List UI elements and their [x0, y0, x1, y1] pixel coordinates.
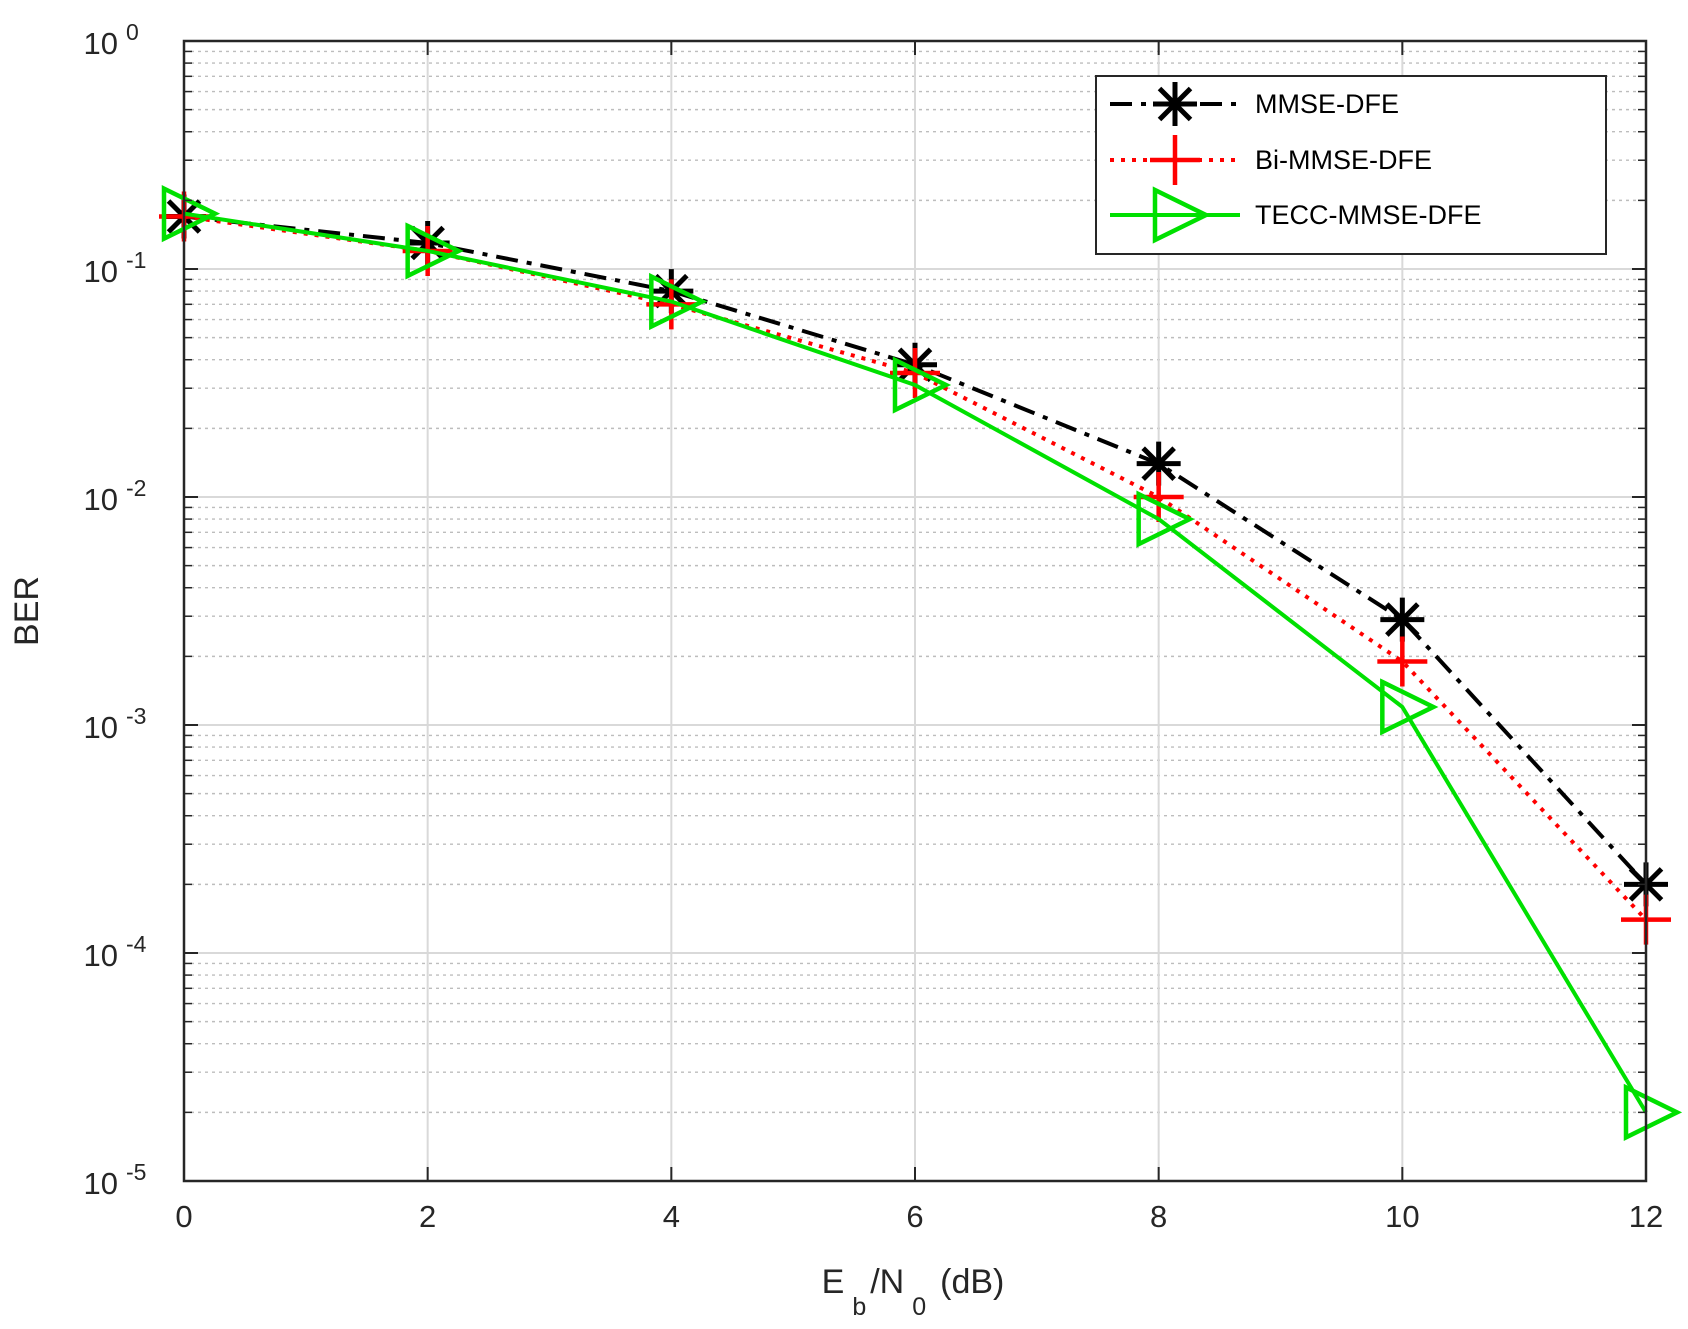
series-layer — [159, 184, 1683, 1141]
legend: MMSE-DFE Bi-MMSE-DFE TECC-MMSE-DFE — [1095, 75, 1607, 255]
x-label-sub-b: b — [852, 1293, 866, 1321]
legend-label: Bi-MMSE-DFE — [1255, 145, 1432, 175]
data-point-marker — [892, 356, 952, 414]
y-tick-exponent: 0 — [126, 19, 139, 45]
legend-marker — [1150, 135, 1200, 185]
y-tick-exponent: -5 — [126, 1159, 146, 1185]
legend-label: MMSE-DFE — [1255, 89, 1399, 119]
marker-stroke — [1141, 446, 1176, 481]
data-point-marker — [1380, 678, 1439, 736]
tick-labels: 0 2 4 6 8 10 12 10 0 10 -1 10 -2 10 -3 10 -4 10 -5 — [84, 19, 1664, 1234]
legend-entry: Bi-MMSE-DFE — [1110, 135, 1432, 185]
y-axis-label: BER — [8, 576, 46, 646]
y-tick-label: 10 — [84, 710, 118, 745]
data-point-marker — [1136, 490, 1195, 548]
legend-entry: MMSE-DFE — [1110, 82, 1399, 126]
x-tick-label: 2 — [419, 1199, 436, 1234]
data-point-marker — [1623, 1083, 1683, 1141]
x-axis-label: Eb/N 0 (dB) — [822, 1263, 1005, 1321]
x-label-unit: (dB) — [940, 1263, 1004, 1301]
y-tick-label: 10 — [84, 254, 118, 289]
y-tick-exponent: -3 — [126, 703, 146, 729]
legend-marker — [1153, 82, 1197, 126]
y-tick-exponent: -2 — [126, 475, 146, 501]
marker-stroke — [1385, 602, 1420, 637]
y-tick-exponent: -4 — [126, 931, 147, 957]
x-tick-label: 8 — [1150, 1199, 1167, 1234]
y-tick-label: 10 — [84, 938, 118, 973]
x-label-slash-n: /N — [870, 1263, 904, 1301]
legend-label: TECC-MMSE-DFE — [1255, 200, 1481, 230]
marker-stroke — [1157, 86, 1193, 122]
y-tick-label: 10 — [84, 482, 118, 517]
data-point-marker — [405, 222, 464, 280]
legend-marker — [1152, 186, 1212, 244]
series-tecc-mmse-dfe — [161, 184, 1683, 1141]
data-point-marker — [1377, 636, 1428, 687]
y-tick-label: 10 — [84, 26, 118, 61]
legend-entry: TECC-MMSE-DFE — [1110, 186, 1481, 244]
y-tick-exponent: -1 — [126, 247, 146, 273]
data-point-marker — [649, 272, 708, 331]
x-tick-label: 0 — [175, 1199, 192, 1234]
x-label-sub-0: 0 — [912, 1293, 926, 1321]
x-tick-label: 6 — [906, 1199, 923, 1234]
data-point-marker — [1380, 597, 1425, 642]
data-point-marker — [890, 347, 940, 398]
x-tick-label: 10 — [1385, 1199, 1419, 1234]
x-tick-label: 12 — [1629, 1199, 1663, 1234]
series-line — [183, 211, 1648, 1114]
y-tick-label: 10 — [84, 1166, 118, 1201]
x-tick-label: 4 — [663, 1199, 680, 1234]
x-label-e: E — [822, 1263, 845, 1301]
